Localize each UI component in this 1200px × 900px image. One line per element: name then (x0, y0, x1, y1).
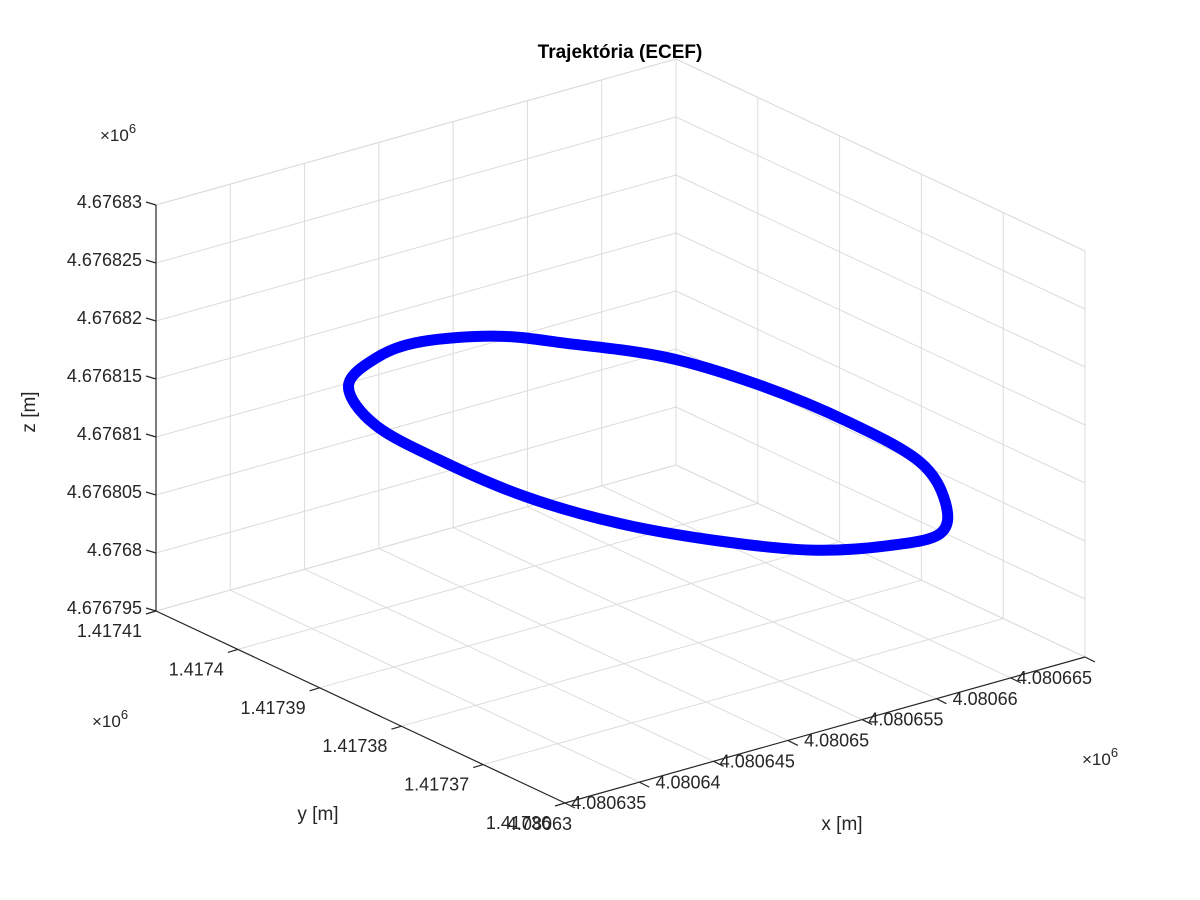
floor-grid-y-1 (483, 618, 1004, 766)
x-tick-7 (1084, 656, 1096, 663)
x-tick-3 (787, 739, 799, 746)
y-tick-label-3: 1.41739 (241, 698, 306, 718)
z-tick-1 (145, 549, 157, 554)
wall-x-grid-z-6 (675, 116, 1086, 310)
y-axis-exponent: ×106 (92, 707, 128, 731)
y-tick-4 (227, 648, 238, 653)
z-tick-0 (145, 607, 157, 612)
x-tick-label-6: 4.08066 (953, 689, 1018, 709)
y-tick-2 (391, 725, 402, 730)
box-top-back-y (675, 58, 1086, 252)
floor-grid-y-4 (237, 502, 758, 650)
x-tick-label-0: 4.08063 (507, 814, 572, 834)
z-tick-label-2: 4.676805 (67, 482, 142, 502)
x-axis-label: x [m] (821, 814, 862, 835)
floor-grid-x-6 (601, 485, 1011, 679)
box-top-back-x (155, 58, 677, 206)
z-axis-label: z [m] (19, 391, 40, 432)
wall-y-grid-z-1 (155, 406, 677, 554)
wall-y-grid-z-2 (155, 348, 677, 496)
x-tick-label-5: 4.080655 (868, 710, 943, 730)
x-tick-4 (861, 719, 873, 726)
y-tick-5 (145, 610, 157, 615)
wall-x-grid-z-5 (675, 174, 1086, 368)
z-tick-label-0: 4.676795 (67, 598, 142, 618)
x-tick-0 (564, 802, 576, 809)
wall-x-grid-z-3 (675, 290, 1086, 484)
grid-layer (155, 58, 1086, 804)
z-tick-label-3: 4.67681 (77, 424, 142, 444)
x-tick-label-1: 4.080635 (571, 793, 646, 813)
x-tick-2 (713, 760, 724, 767)
z-tick-3 (145, 433, 157, 438)
z-tick-label-6: 4.676825 (67, 250, 142, 270)
z-tick-5 (145, 317, 157, 322)
y-tick-1 (473, 764, 484, 769)
y-axis-label: y [m] (297, 804, 338, 825)
wall-x-grid-z-1 (675, 406, 1086, 600)
x-tick-label-4: 4.08065 (804, 731, 869, 751)
z-tick-label-1: 4.6768 (87, 540, 142, 560)
y-tick-label-0: 1.41736 (486, 813, 551, 833)
wall-y-grid-z-4 (155, 232, 677, 380)
z-tick-4 (145, 375, 157, 380)
y-tick-3 (309, 687, 320, 692)
floor-grid-x-5 (527, 506, 937, 700)
x-axis-exponent: ×106 (1082, 745, 1118, 769)
wall-y-grid-z-3 (155, 290, 677, 438)
z-tick-label-5: 4.67682 (77, 308, 142, 328)
x-tick-label-7: 4.080665 (1017, 668, 1092, 688)
wall-y-grid-z-6 (155, 116, 677, 264)
x-tick-1 (639, 781, 650, 788)
floor-grid-y-3 (319, 541, 840, 689)
data-layer (343, 330, 954, 556)
z-axis-exponent: ×106 (100, 121, 136, 145)
x-axis-line (564, 656, 1086, 804)
wall-x-grid-z-0 (675, 464, 1086, 658)
y-axis-line (155, 610, 566, 804)
y-tick-label-5: 1.41741 (77, 621, 142, 641)
y-tick-label-2: 1.41738 (322, 736, 387, 756)
z-tick-label-7: 4.67683 (77, 192, 142, 212)
z-tick-7 (145, 201, 157, 206)
z-tick-label-4: 4.676815 (67, 366, 142, 386)
floor-grid-y-2 (401, 579, 922, 727)
wall-y-grid-z-5 (155, 174, 677, 322)
y-tick-label-4: 1.4174 (169, 659, 224, 679)
floor-grid-x-1 (230, 589, 640, 783)
z-tick-2 (145, 491, 157, 496)
label-layer: 4.080634.0806354.080644.0806454.080654.0… (67, 192, 1092, 834)
x-tick-label-3: 4.080645 (720, 751, 795, 771)
y-tick-label-1: 1.41737 (404, 775, 469, 795)
x-tick-5 (936, 698, 947, 705)
floor-grid-x-3 (378, 547, 789, 741)
chart-title: Trajektória (ECEF) (538, 42, 703, 63)
wall-x-grid-z-4 (675, 232, 1086, 426)
y-tick-0 (554, 802, 566, 807)
floor-grid-x-4 (452, 527, 863, 721)
axis-layer (145, 201, 1096, 809)
z-tick-6 (145, 259, 157, 264)
x-tick-6 (1010, 677, 1021, 684)
trajectory-series-0 (343, 330, 954, 556)
wall-y-grid-z-0 (155, 464, 677, 612)
x-tick-label-2: 4.08064 (655, 772, 720, 792)
floor-grid-x-2 (304, 568, 714, 762)
